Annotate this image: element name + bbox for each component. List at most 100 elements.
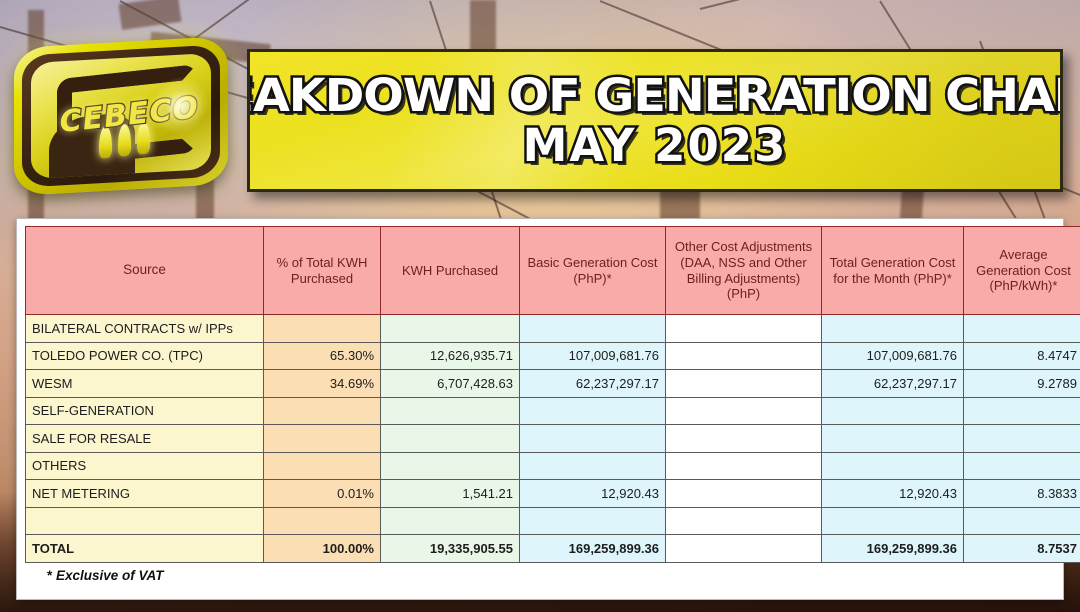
cell-source: OTHERS xyxy=(25,451,264,480)
cell-source: SALE FOR RESALE xyxy=(25,424,264,453)
table-panel: Source % of Total KWH Purchased KWH Purc… xyxy=(16,218,1080,600)
cell-average-cost xyxy=(963,314,1080,343)
cell-other-adjustments xyxy=(665,451,822,480)
cell-other-adjustments xyxy=(665,534,822,563)
cell-basic-cost: 12,920.43 xyxy=(519,479,666,508)
table-total-row: TOTAL 100.00% 19,335,905.55 169,259,899.36 1… xyxy=(25,534,1080,563)
table-body: BILATERAL CONTRACTS w/ IPPs TOLEDO POWER … xyxy=(25,314,1080,563)
cell-total-cost xyxy=(821,451,964,480)
avg-line-3: (PhP/kWh)* xyxy=(989,278,1058,294)
footnote-text: Exclusive of VAT xyxy=(52,567,164,583)
pct-line-2: Purchased xyxy=(290,270,354,286)
table-row: SALE FOR RESALE xyxy=(25,424,1080,453)
table-row: NET METERING 0.01% 1,541.21 12,920.43 12,920… xyxy=(25,479,1080,508)
basic-line-2: (PhP)* xyxy=(573,270,612,286)
table-row: TOLEDO POWER CO. (TPC) 65.30% 12,626,935.7… xyxy=(25,341,1080,370)
cell-percent: 100.00% xyxy=(263,534,381,563)
title-banner: BREAKDOWN OF GENERATION CHARGE MAY 2023 xyxy=(247,49,1063,192)
cell-kwh-purchased: 6,707,428.63 xyxy=(380,369,520,398)
table-row: SELF-GENERATION xyxy=(25,396,1080,425)
cell-total-cost xyxy=(821,424,964,453)
column-header-source: Source xyxy=(25,226,264,315)
cell-total-cost xyxy=(821,314,964,343)
cell-percent xyxy=(263,424,381,453)
cell-kwh-purchased: 12,626,935.71 xyxy=(380,341,520,370)
column-header-percent-total-kwh: % of Total KWH Purchased xyxy=(263,226,381,315)
cell-percent: 0.01% xyxy=(263,479,381,508)
page-subtitle-period: MAY 2023 xyxy=(520,118,788,172)
cell-source: NET METERING xyxy=(25,479,264,508)
cell-kwh-purchased xyxy=(380,424,520,453)
table-header: Source % of Total KWH Purchased KWH Purc… xyxy=(25,226,1080,315)
other-line-4: (PhP) xyxy=(726,286,761,302)
cell-other-adjustments xyxy=(665,424,822,453)
footnote-asterisk: * xyxy=(47,567,53,583)
cell-basic-cost xyxy=(519,451,666,480)
cell-total-cost: 12,920.43 xyxy=(821,479,964,508)
cell-kwh-purchased: 1,541.21 xyxy=(380,479,520,508)
column-header-kwh-purchased: KWH Purchased xyxy=(380,226,520,315)
table-row xyxy=(25,506,1080,535)
cell-percent xyxy=(263,451,381,480)
logo-inner-plate: CEBECO xyxy=(31,52,211,180)
cell-source: TOTAL xyxy=(25,534,264,563)
table-row: BILATERAL CONTRACTS w/ IPPs xyxy=(25,314,1080,343)
column-header-total-generation-cost: Total Generation Cost for the Month (PhP… xyxy=(821,226,964,315)
column-header-other-cost-adjustments: Other Cost Adjustments (DAA, NSS and Oth… xyxy=(665,226,822,315)
cell-kwh-purchased xyxy=(380,451,520,480)
cell-other-adjustments xyxy=(665,396,822,425)
cell-source: BILATERAL CONTRACTS w/ IPPs xyxy=(25,314,264,343)
avg-line-2: Generation Cost xyxy=(976,262,1071,278)
cell-basic-cost xyxy=(519,314,666,343)
totcost-line-1: Total Generation Cost xyxy=(829,254,956,270)
cell-average-cost: 8.7537 xyxy=(963,534,1080,563)
cell-other-adjustments xyxy=(665,506,822,535)
cell-basic-cost: 62,237,297.17 xyxy=(519,369,666,398)
cebeco-logo: CEBECO xyxy=(14,36,228,196)
cell-source: WESM xyxy=(25,369,264,398)
cell-basic-cost: 107,009,681.76 xyxy=(519,341,666,370)
cell-basic-cost xyxy=(519,424,666,453)
cell-total-cost xyxy=(821,506,964,535)
pct-line-1: % of Total KWH xyxy=(276,254,368,270)
cell-percent xyxy=(263,314,381,343)
cell-percent: 34.69% xyxy=(263,369,381,398)
cell-other-adjustments xyxy=(665,314,822,343)
cell-kwh-purchased xyxy=(380,396,520,425)
column-header-basic-generation-cost: Basic Generation Cost (PhP)* xyxy=(519,226,666,315)
basic-line-1: Basic Generation Cost xyxy=(527,254,658,270)
cell-basic-cost: 169,259,899.36 xyxy=(519,534,666,563)
cell-total-cost: 107,009,681.76 xyxy=(821,341,964,370)
other-line-2: (DAA, NSS and Other xyxy=(680,254,807,270)
cell-kwh-purchased xyxy=(380,314,520,343)
table-row: OTHERS xyxy=(25,451,1080,480)
cell-average-cost xyxy=(963,396,1080,425)
cell-other-adjustments xyxy=(665,369,822,398)
cell-average-cost xyxy=(963,506,1080,535)
cell-source: SELF-GENERATION xyxy=(25,396,264,425)
footnote-exclusive-of-vat: * Exclusive of VAT xyxy=(47,568,1063,583)
cell-total-cost: 62,237,297.17 xyxy=(821,369,964,398)
cell-average-cost: 9.2789 xyxy=(963,369,1080,398)
cell-percent: 65.30% xyxy=(263,341,381,370)
cell-source: TOLEDO POWER CO. (TPC) xyxy=(25,341,264,370)
cell-basic-cost xyxy=(519,396,666,425)
cell-total-cost xyxy=(821,396,964,425)
cell-total-cost: 169,259,899.36 xyxy=(821,534,964,563)
generation-charge-table: Source % of Total KWH Purchased KWH Purc… xyxy=(25,226,1080,563)
cell-other-adjustments xyxy=(665,479,822,508)
cell-average-cost: 8.4747 xyxy=(963,341,1080,370)
table-header-row: Source % of Total KWH Purchased KWH Purc… xyxy=(25,226,1080,315)
cell-basic-cost xyxy=(519,506,666,535)
avg-line-1: Average xyxy=(999,246,1048,262)
table-row: WESM 34.69% 6,707,428.63 62,237,297.17 62,23… xyxy=(25,369,1080,398)
cell-average-cost: 8.3833 xyxy=(963,479,1080,508)
other-line-3: Billing Adjustments) xyxy=(686,270,801,286)
cell-kwh-purchased xyxy=(380,506,520,535)
cell-kwh-purchased: 19,335,905.55 xyxy=(380,534,520,563)
other-line-1: Other Cost Adjustments xyxy=(674,238,813,254)
cell-other-adjustments xyxy=(665,341,822,370)
totcost-line-2: for the Month (PhP)* xyxy=(833,270,952,286)
cell-source xyxy=(25,506,264,535)
cell-average-cost xyxy=(963,424,1080,453)
